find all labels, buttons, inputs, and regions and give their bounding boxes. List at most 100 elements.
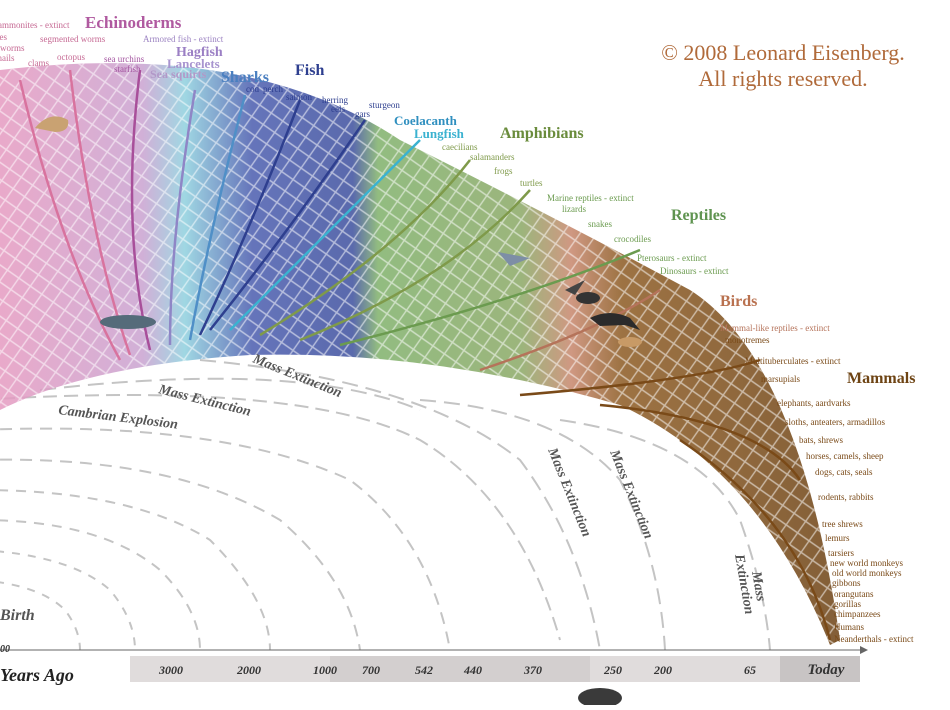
sp-flatworms: flatworms [0,43,25,53]
arc-me-0 [39,377,421,411]
label-lungfish: Lungfish [414,126,465,141]
time-arcs [0,359,771,651]
label-reptiles: Reptiles [671,207,726,224]
copyright-line2: All rights reserved. [698,66,868,91]
sp-lizards: lizards [562,204,586,214]
copyright-notice: © 2008 Leonard Eisenberg. All rights res… [628,40,938,92]
group-labels: Echinoderms Hagfish Lancelets Sea squirt… [85,13,915,387]
sp-elephants: elephants, aardvarks [777,398,851,408]
event-mass-extinction-4: Mass Extinction [606,447,656,541]
timeline: 00 Years Ago 3000 2000 1000 700 542 440 … [0,644,868,685]
arc-1 [0,427,451,651]
sp-sponges: sponges [0,32,7,42]
tick-200: 200 [653,663,672,677]
arc-me-2 [419,399,666,651]
sp-neanderthals: Neanderthals - extinct [834,634,914,644]
tick-1000: 1000 [313,663,337,677]
sp-sturgeon: sturgeon [369,100,400,110]
sp-tree-shrews: tree shrews [822,519,863,529]
sp-bats: bats, shrews [799,435,843,445]
tick-440: 440 [463,663,482,677]
pterosaur-silhouette [565,280,585,295]
sp-starfish: starfish [114,64,141,74]
arc-3 [0,489,271,651]
sp-dinosaurs: Dinosaurs - extinct [660,266,729,276]
sp-gibbons: gibbons [832,578,861,588]
sp-snakes: snakes [588,219,612,229]
sp-ow-monkeys: old world monkeys [832,568,902,578]
timeline-axis-stub: 00 [0,644,10,655]
sp-cod: cod [246,84,259,94]
tick-250: 250 [603,663,622,677]
label-coelacanth: Coelacanth [394,113,458,128]
sp-clams: clams [28,58,49,68]
sp-segmented-worms: segmented worms [40,34,106,44]
sp-perch: perch [263,84,283,94]
arc-me-1 [199,359,601,651]
ichthyosaur-silhouette [498,252,530,266]
sp-ammonites: ammonites - extinct [0,20,70,30]
label-echinoderms: Echinoderms [85,13,182,32]
timeline-axis-label: Years Ago [0,665,74,685]
tick-370: 370 [523,663,542,677]
tick-542: 542 [415,663,433,677]
arc-4 [0,519,201,651]
arc-5 [0,550,136,651]
tick-today: Today [808,662,845,678]
event-birth: Birth [0,607,35,624]
event-mass-extinction-2: Mass Extinction [156,382,253,420]
sp-frogs: frogs [494,166,513,176]
arc-cambrian [0,394,561,641]
label-lancelets: Lancelets [167,56,220,71]
arc-2 [0,458,361,651]
sp-snails: snails [0,53,15,63]
event-mass-extinction-3: Mass Extinction [544,445,594,539]
sp-dogs: dogs, cats, seals [815,467,873,477]
sp-gars: gars [355,109,370,119]
animal-silhouettes [35,116,642,708]
sp-multituberculates: Multituberculates - extinct [745,356,841,366]
tree-body [0,63,840,646]
sp-humans: Humans [834,622,864,632]
label-amphibians: Amphibians [500,125,584,142]
sp-turtles: turtles [520,178,543,188]
ammonite-silhouette [35,116,69,132]
sp-eels: eels [331,104,345,114]
label-fish: Fish [295,62,324,79]
tick-700: 700 [362,663,380,677]
event-cambrian: Cambrian Explosion [58,403,179,433]
label-mammals: Mammals [847,370,915,387]
fish-silhouette [100,315,156,329]
sp-gorillas: gorillas [834,599,861,609]
tick-3000: 3000 [158,663,183,677]
rhino-silhouette [578,688,622,708]
label-sea-squirts: Sea squirts [150,67,207,81]
mammal-silhouette [618,337,642,347]
sp-nw-monkeys: new world monkeys [830,558,903,568]
label-birds: Birds [720,293,757,310]
label-hagfish: Hagfish [176,45,223,60]
event-mass: Mass [748,569,768,603]
sp-rodents: rodents, rabbits [818,492,874,502]
sp-sloths: sloths, anteaters, armadillos [785,417,885,427]
sp-herring: herring [322,95,348,105]
timeline-ticks: 3000 2000 1000 700 542 440 370 250 200 6… [158,662,845,678]
sp-salmon: salmon [286,92,312,102]
sp-chimpanzees: chimpanzees [834,609,881,619]
sp-tarsiers: tarsiers [828,548,854,558]
sp-crocodiles: crocodiles [614,234,651,244]
sp-pterosaurs: Pterosaurs - extinct [637,253,707,263]
sp-orangutans: orangutans [834,589,874,599]
sp-horses: horses, camels, sheep [806,451,884,461]
event-mass-extinction-1: Mass Extinction [250,351,344,401]
tick-65: 65 [744,663,756,677]
sp-lemurs: lemurs [825,533,850,543]
sp-monotremes: monotremes [725,335,770,345]
timeline-arrowhead [860,646,868,654]
copyright-line1: © 2008 Leonard Eisenberg. [661,40,905,65]
sp-caecilians: caecilians [442,142,478,152]
sp-armored-fish: Armored fish - extinct [143,34,224,44]
species-labels: ammonites - extinct sponges segmented wo… [0,20,914,644]
sp-octopus: octopus [57,52,85,62]
